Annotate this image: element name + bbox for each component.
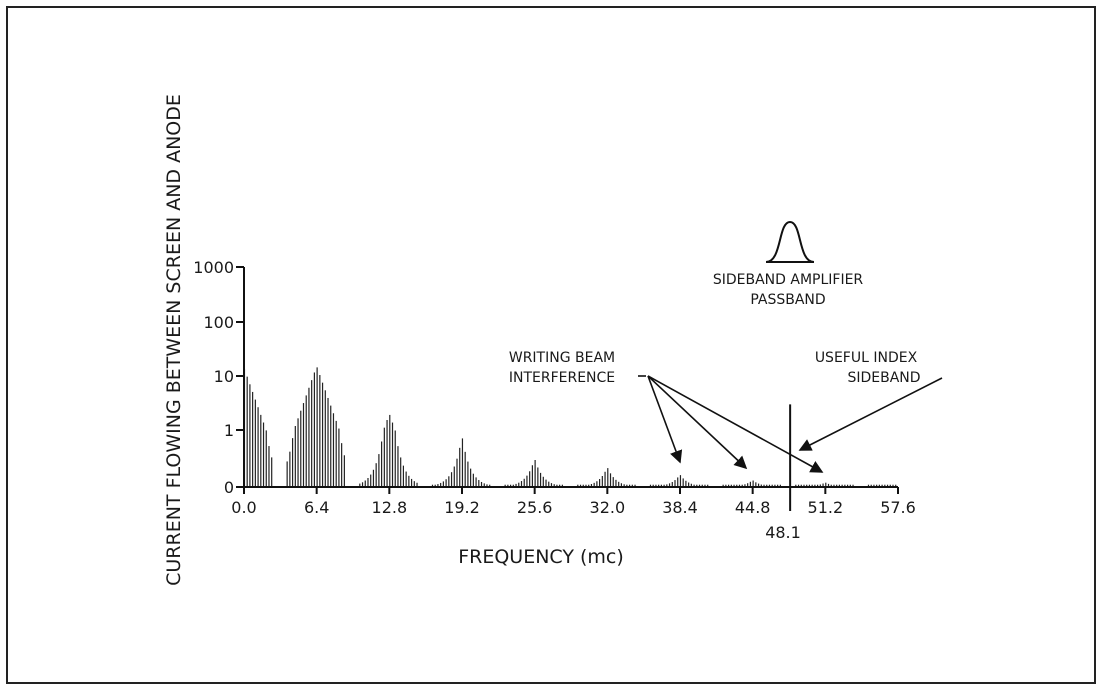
x-tick-label: 38.4 [662, 498, 698, 517]
writing-beam-label-1: WRITING BEAM [509, 350, 615, 366]
y-tick-label: 1000 [193, 258, 234, 277]
special-line-label: 48.1 [765, 523, 801, 542]
writing-beam-arrow-2 [647, 375, 683, 464]
x-axis-label: FREQUENCY (mc) [458, 546, 624, 568]
x-tick-label: 32.0 [590, 498, 626, 517]
spectrum-bars [243, 367, 897, 511]
x-tick-label: 12.8 [372, 498, 408, 517]
figure-frame [6, 6, 1096, 684]
y-tick-label: 1 [224, 421, 234, 440]
passband-curve-icon [765, 220, 815, 263]
sideband-amp-label-1: SIDEBAND AMPLIFIER [713, 272, 864, 288]
y-tick-label: 0 [224, 478, 234, 497]
x-tick-label: 44.8 [735, 498, 771, 517]
x-tick-label: 0.0 [231, 498, 256, 517]
y-axis-label: CURRENT FLOWING BETWEEN SCREEN AND ANODE [163, 94, 185, 586]
useful-index-label-1: USEFUL INDEX [815, 350, 918, 366]
useful-index-arrow [798, 377, 943, 451]
writing-beam-label-2: INTERFERENCE [509, 370, 615, 386]
writing-beam-arrow-3 [647, 375, 748, 470]
useful-index-label-2: SIDEBAND [847, 370, 920, 386]
sideband-amp-label-2: PASSBAND [750, 292, 825, 308]
y-tick-label: 100 [203, 313, 234, 332]
x-tick-label: 19.2 [444, 498, 480, 517]
x-tick-label: 57.6 [880, 498, 916, 517]
x-tick-label: 51.2 [808, 498, 844, 517]
writing-beam-arrow-4 [647, 375, 824, 473]
x-tick-label: 6.4 [304, 498, 329, 517]
y-tick-label: 10 [214, 367, 234, 386]
x-tick-label: 25.6 [517, 498, 553, 517]
